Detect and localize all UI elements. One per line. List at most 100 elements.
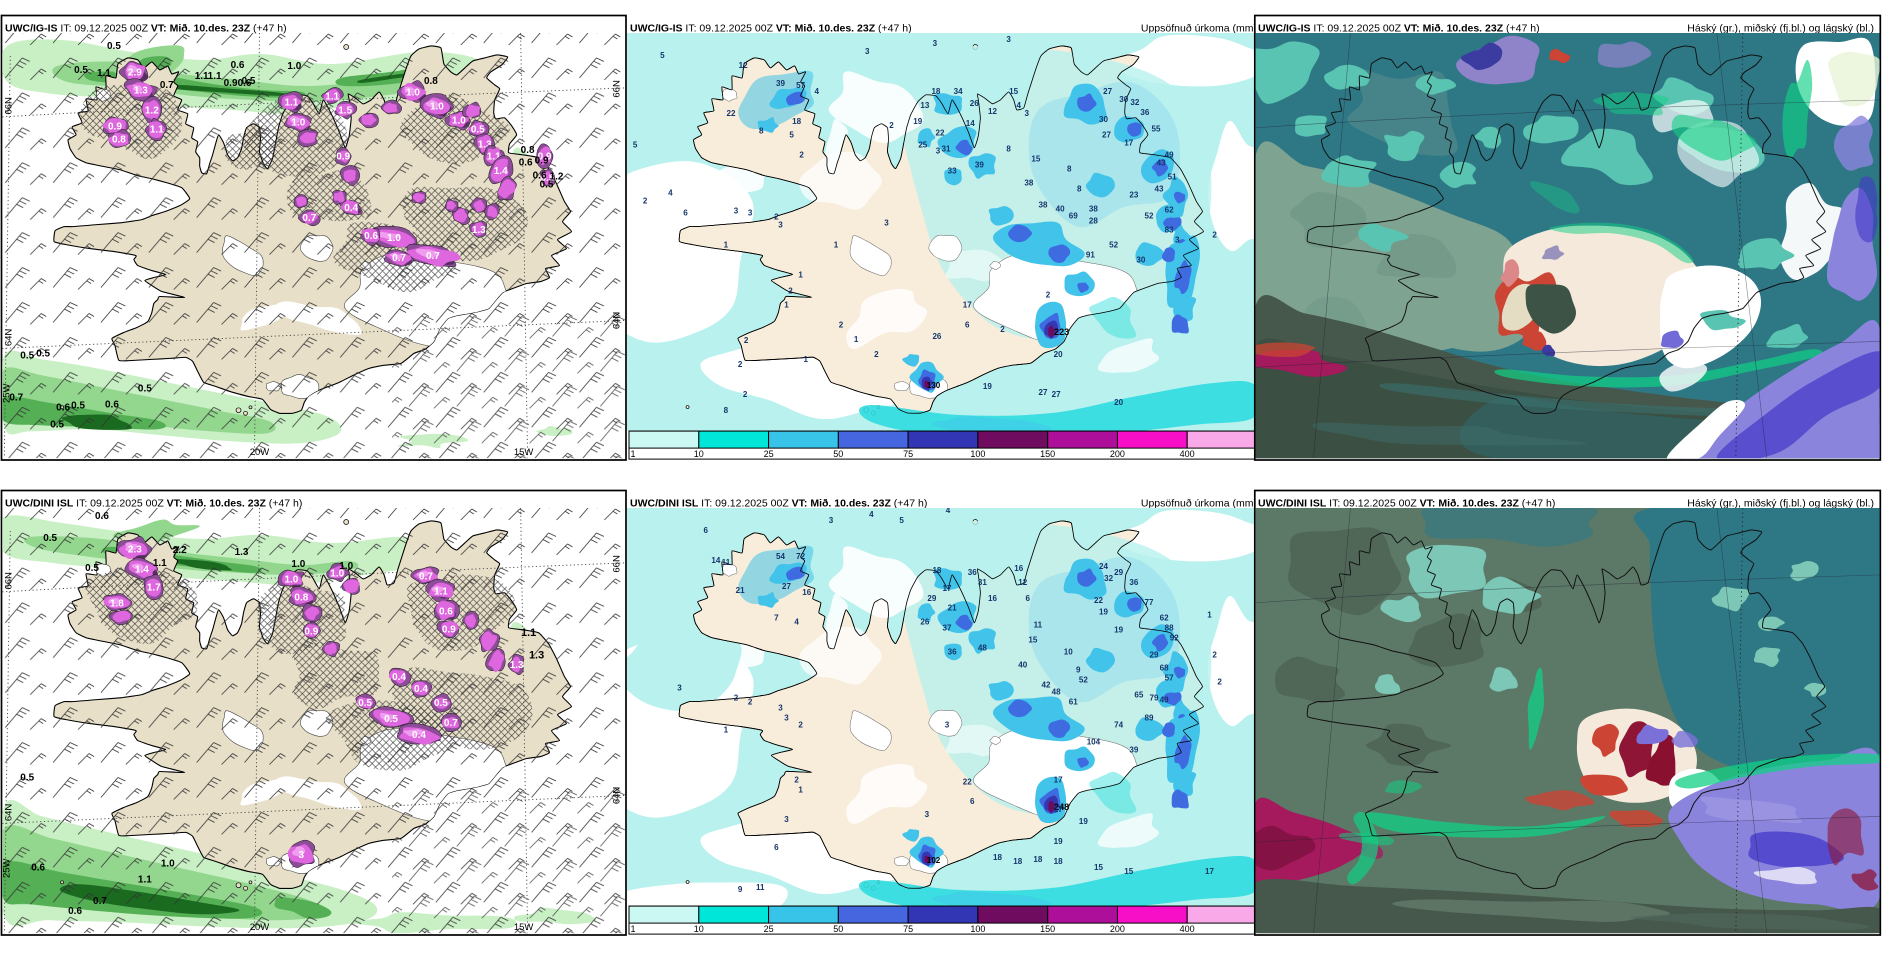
svg-text:25W: 25W: [1, 859, 12, 879]
svg-text:0.5: 0.5: [540, 180, 554, 191]
svg-text:2: 2: [748, 698, 753, 707]
svg-text:24: 24: [1099, 562, 1109, 571]
svg-text:66N: 66N: [3, 97, 14, 115]
svg-text:12: 12: [739, 61, 749, 70]
svg-text:3: 3: [884, 219, 889, 228]
svg-text:200: 200: [1110, 924, 1125, 934]
svg-text:Uppsöfnuð úrkoma (mm): Uppsöfnuð úrkoma (mm): [1141, 498, 1257, 510]
svg-text:10: 10: [694, 449, 704, 459]
svg-text:1: 1: [1207, 611, 1212, 620]
svg-text:14: 14: [966, 119, 976, 128]
svg-text:1.2: 1.2: [550, 172, 564, 183]
svg-text:4: 4: [946, 506, 951, 515]
svg-text:22: 22: [963, 777, 973, 786]
svg-text:54: 54: [776, 552, 786, 561]
svg-text:1: 1: [631, 449, 636, 459]
svg-text:31: 31: [978, 578, 988, 587]
svg-text:400: 400: [1180, 924, 1195, 934]
svg-text:19: 19: [983, 382, 993, 391]
svg-text:23: 23: [1129, 191, 1139, 200]
svg-text:50: 50: [833, 924, 843, 934]
svg-text:2: 2: [1212, 231, 1217, 240]
svg-text:40: 40: [1018, 661, 1028, 670]
svg-text:8: 8: [1067, 165, 1072, 174]
svg-text:18: 18: [931, 87, 941, 96]
svg-text:1: 1: [724, 241, 729, 250]
svg-text:39: 39: [975, 161, 985, 170]
svg-text:0.5: 0.5: [20, 772, 34, 783]
svg-text:1.0: 1.0: [430, 101, 444, 112]
svg-text:27: 27: [1102, 131, 1112, 140]
svg-text:52: 52: [1144, 212, 1154, 221]
svg-text:1.1: 1.1: [284, 97, 298, 108]
svg-text:18: 18: [932, 566, 942, 575]
svg-text:36: 36: [1140, 108, 1150, 117]
svg-text:2: 2: [799, 151, 804, 160]
svg-text:20: 20: [1054, 350, 1064, 359]
svg-text:3: 3: [778, 221, 783, 230]
svg-text:0.6: 0.6: [364, 231, 378, 242]
svg-text:22: 22: [1094, 596, 1104, 605]
svg-text:0.5: 0.5: [71, 400, 85, 411]
svg-text:50: 50: [833, 449, 843, 459]
svg-text:1.0: 1.0: [284, 574, 298, 585]
svg-text:0.8: 0.8: [424, 76, 438, 87]
svg-text:150: 150: [1040, 924, 1055, 934]
svg-text:100: 100: [970, 924, 985, 934]
svg-text:104: 104: [1087, 737, 1101, 746]
svg-text:0.7: 0.7: [426, 251, 440, 262]
svg-text:0.9: 0.9: [304, 626, 318, 637]
svg-text:16: 16: [802, 588, 812, 597]
svg-text:UWC/IG-IS IT: 09.12.2025 00Z V: UWC/IG-IS IT: 09.12.2025 00Z VT: Mið. 10…: [630, 23, 912, 35]
svg-text:55: 55: [1152, 125, 1162, 134]
svg-text:79: 79: [1150, 694, 1160, 703]
svg-text:3: 3: [1175, 236, 1180, 245]
svg-text:3: 3: [784, 815, 789, 824]
svg-text:0.5: 0.5: [138, 383, 152, 394]
svg-text:15: 15: [1094, 863, 1104, 872]
svg-text:0.9: 0.9: [336, 151, 350, 162]
svg-text:4: 4: [1016, 101, 1021, 110]
svg-text:19: 19: [1099, 608, 1109, 617]
svg-text:0.5: 0.5: [434, 698, 448, 709]
svg-text:2: 2: [1000, 325, 1005, 334]
svg-text:0.6: 0.6: [238, 78, 252, 89]
svg-text:1: 1: [784, 300, 789, 309]
svg-text:1.1: 1.1: [325, 91, 339, 102]
svg-text:0.6: 0.6: [105, 399, 119, 410]
svg-text:1.1: 1.1: [195, 71, 209, 82]
svg-text:33: 33: [948, 167, 958, 176]
svg-text:36: 36: [948, 648, 958, 657]
svg-text:15: 15: [1009, 87, 1019, 96]
svg-text:1: 1: [724, 725, 729, 734]
svg-text:27: 27: [1052, 390, 1062, 399]
svg-text:Háský (gr.), miðský (fj.bl.) o: Háský (gr.), miðský (fj.bl.) og lágský (…: [1687, 23, 1874, 35]
svg-text:4: 4: [815, 87, 820, 96]
svg-text:49: 49: [1160, 696, 1170, 705]
svg-text:51: 51: [1168, 173, 1178, 182]
svg-text:39: 39: [1129, 745, 1139, 754]
svg-text:Háský (gr.), miðský (fj.bl.) o: Háský (gr.), miðský (fj.bl.) og lágský (…: [1687, 498, 1874, 510]
svg-text:9: 9: [1076, 666, 1081, 675]
svg-text:38: 38: [1024, 179, 1034, 188]
svg-text:18: 18: [993, 853, 1003, 862]
svg-text:1.1: 1.1: [434, 586, 448, 597]
svg-text:150: 150: [1040, 449, 1055, 459]
svg-text:18: 18: [1013, 857, 1023, 866]
svg-text:57: 57: [1165, 674, 1175, 683]
svg-text:1.0: 1.0: [291, 559, 305, 570]
svg-text:2: 2: [1217, 678, 1222, 687]
svg-text:29: 29: [1114, 568, 1124, 577]
svg-text:48: 48: [1052, 688, 1062, 697]
svg-text:0.5: 0.5: [20, 350, 34, 361]
svg-text:248: 248: [1054, 802, 1069, 812]
svg-text:29: 29: [1150, 651, 1160, 660]
svg-text:27: 27: [782, 582, 792, 591]
svg-text:4: 4: [668, 189, 673, 198]
svg-text:1.1: 1.1: [97, 68, 111, 79]
svg-text:27: 27: [1038, 388, 1048, 397]
svg-text:0.6: 0.6: [95, 511, 109, 522]
svg-text:2: 2: [889, 121, 894, 130]
svg-text:8: 8: [1006, 145, 1011, 154]
svg-text:11: 11: [722, 558, 731, 567]
